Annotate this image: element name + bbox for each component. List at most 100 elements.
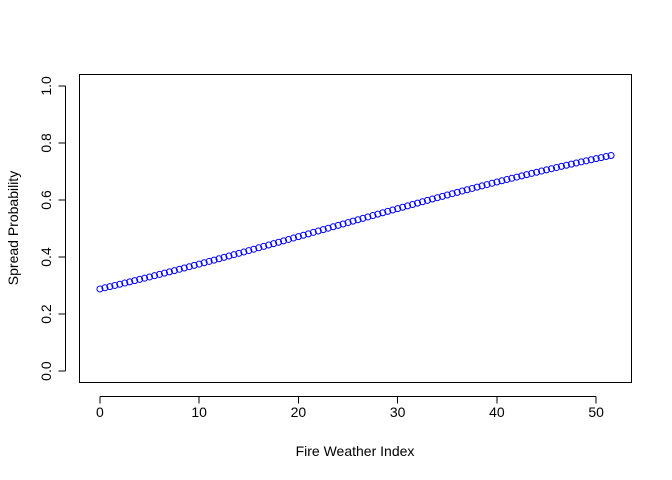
data-point	[418, 198, 426, 206]
data-point	[458, 187, 466, 195]
data-point	[577, 158, 585, 166]
data-point	[592, 155, 600, 163]
data-point	[384, 207, 392, 215]
data-point	[503, 176, 511, 184]
data-point	[582, 157, 590, 165]
data-point	[463, 186, 471, 194]
data-point	[379, 209, 387, 217]
data-point	[428, 195, 436, 203]
data-point	[250, 245, 258, 253]
y-tick-label: 0.2	[38, 304, 54, 324]
data-point	[493, 178, 501, 186]
data-point	[339, 220, 347, 228]
data-point	[195, 260, 203, 268]
data-point	[304, 230, 312, 238]
data-point	[508, 174, 516, 182]
data-point	[314, 227, 322, 235]
data-point	[344, 219, 352, 227]
data-point	[548, 165, 556, 173]
data-point	[513, 173, 521, 181]
data-point	[473, 183, 481, 191]
data-point	[225, 252, 233, 260]
data-point	[215, 255, 223, 263]
data-point	[210, 256, 218, 264]
data-point	[289, 234, 297, 242]
data-point	[155, 270, 163, 278]
data-point	[190, 261, 198, 269]
data-point	[200, 259, 208, 267]
data-point	[285, 235, 293, 243]
data-point	[572, 159, 580, 167]
data-point	[175, 265, 183, 273]
data-point	[404, 202, 412, 210]
y-tick-label: 0.4	[38, 247, 54, 267]
data-point	[96, 285, 104, 293]
data-point	[275, 238, 283, 246]
data-point	[597, 154, 605, 162]
data-point	[160, 269, 168, 277]
y-tick-label: 0.8	[38, 133, 54, 153]
data-point	[448, 190, 456, 198]
y-tick-label: 1.0	[38, 76, 54, 96]
data-point	[453, 188, 461, 196]
data-point	[309, 228, 317, 236]
data-point	[185, 263, 193, 271]
x-tick-label: 50	[588, 404, 604, 420]
data-point	[205, 257, 213, 265]
y-axis-label: Spread Probability	[5, 171, 21, 285]
data-point	[146, 273, 154, 281]
data-point	[294, 233, 302, 241]
data-point	[359, 214, 367, 222]
data-point	[270, 240, 278, 248]
data-point	[562, 161, 570, 169]
data-point	[131, 277, 139, 285]
data-point	[438, 192, 446, 200]
data-point	[483, 181, 491, 189]
plot-frame	[79, 74, 632, 383]
data-point	[557, 162, 565, 170]
data-point	[180, 264, 188, 272]
data-point	[533, 168, 541, 176]
data-point	[414, 199, 422, 207]
data-point	[101, 284, 109, 292]
data-point	[324, 224, 332, 232]
data-point	[235, 249, 243, 257]
x-tick-label: 20	[291, 404, 307, 420]
data-point	[126, 278, 134, 286]
data-point	[394, 205, 402, 213]
data-point	[518, 172, 526, 180]
y-tick-label: 0.0	[38, 361, 54, 381]
data-point	[602, 153, 610, 161]
data-point	[334, 221, 342, 229]
data-point	[528, 169, 536, 177]
data-point	[498, 177, 506, 185]
data-point	[255, 244, 263, 252]
data-point	[106, 283, 114, 291]
data-point	[409, 200, 417, 208]
data-point	[170, 267, 178, 275]
x-tick-label: 10	[191, 404, 207, 420]
data-point	[443, 191, 451, 199]
data-point	[478, 182, 486, 190]
data-point	[280, 237, 288, 245]
data-point	[374, 210, 382, 218]
data-point	[319, 226, 327, 234]
y-axis: 0.0 0.2 0.4 0.6 0.8 1.0	[38, 76, 66, 381]
data-point	[260, 242, 268, 250]
data-point	[369, 212, 377, 220]
data-point	[567, 160, 575, 168]
data-point	[220, 253, 228, 261]
data-point	[151, 272, 159, 280]
x-axis: 0 10 20 30 40 50	[96, 396, 604, 420]
data-point	[538, 167, 546, 175]
data-point	[240, 248, 248, 256]
x-tick-label: 30	[390, 404, 406, 420]
data-point	[299, 231, 307, 239]
data-point	[399, 203, 407, 211]
data-point	[364, 213, 372, 221]
x-axis-label: Fire Weather Index	[296, 443, 415, 459]
data-point	[423, 196, 431, 204]
data-point	[165, 268, 173, 276]
data-point	[607, 151, 615, 159]
data-point	[488, 179, 496, 187]
